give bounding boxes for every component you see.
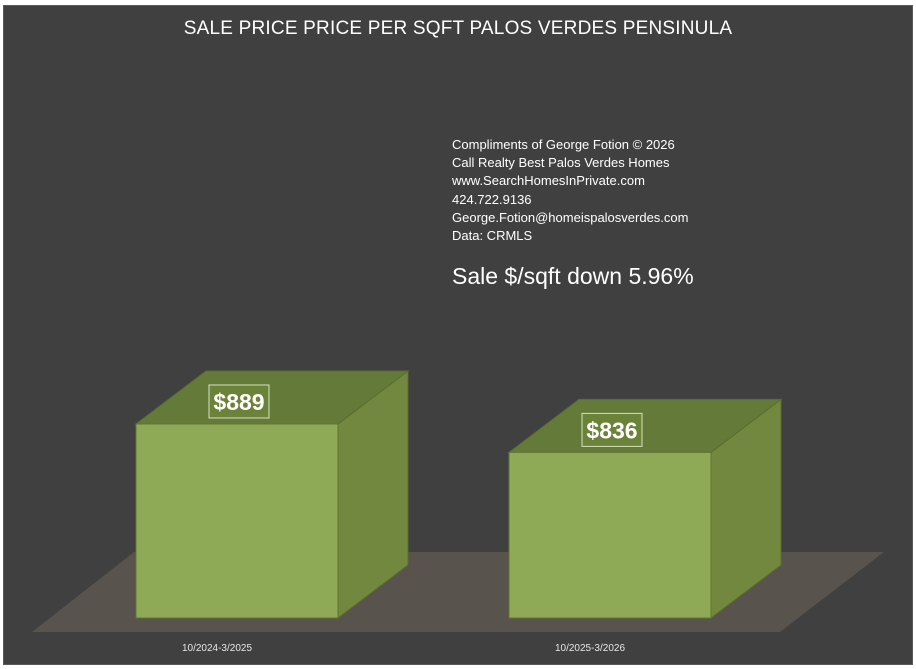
info-website: www.SearchHomesInPrivate.com [452, 173, 645, 189]
data-label-1: $889 [213, 389, 264, 415]
category-label-2: 10/2025-3/2026 [555, 643, 626, 654]
info-phone: 424.722.9136 [452, 191, 532, 207]
data-label-box-1 [208, 384, 270, 419]
info-data-source: Data: CRMLS [452, 228, 533, 244]
bar-2 [508, 451, 712, 619]
data-label-2: $836 [586, 417, 637, 443]
info-email: George.Fotion@homeispalosverdes.com [452, 209, 689, 225]
data-label-box-2 [581, 412, 643, 447]
chart-title: SALE PRICE PRICE PER SQFT PALOS VERDES P… [183, 18, 733, 39]
info-block: Compliments of George Fotion © 2026 Call… [452, 136, 688, 245]
info-brokerage: Call Realty Best Palos Verdes Homes [452, 155, 670, 171]
category-label-1: 10/2024-3/2025 [182, 643, 253, 654]
headline-change: Sale $/sqft down 5.96% [452, 263, 694, 289]
info-compliments: Compliments of George Fotion © 2026 [452, 137, 675, 152]
bar-1 [135, 423, 339, 619]
